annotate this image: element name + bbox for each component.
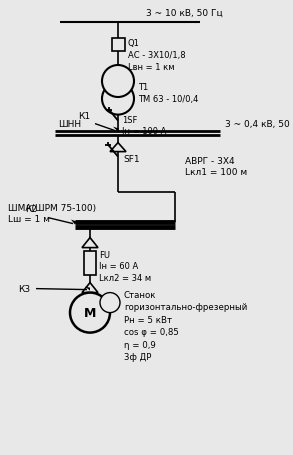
Text: К3: К3 [18, 284, 30, 293]
Text: М: М [84, 307, 96, 320]
Polygon shape [82, 283, 98, 293]
Text: 23: 23 [104, 299, 116, 308]
Bar [84, 251, 96, 275]
Polygon shape [71, 220, 77, 225]
Polygon shape [110, 142, 126, 152]
Bar [112, 38, 125, 51]
Polygon shape [113, 126, 119, 131]
Text: ШНН: ШНН [58, 120, 81, 129]
Text: К1: К1 [78, 111, 90, 121]
Text: FU
Iн = 60 А
Lкл2 = 34 м: FU Iн = 60 А Lкл2 = 34 м [99, 251, 151, 283]
Text: Станок
горизонтально-фрезерный
Рн = 5 кВт
cos φ = 0,85
η = 0,9
3ф ДР: Станок горизонтально-фрезерный Рн = 5 кВ… [124, 291, 247, 362]
Text: К2: К2 [25, 205, 37, 213]
Polygon shape [82, 238, 98, 248]
Text: T1
ТМ 63 - 10/0,4: T1 ТМ 63 - 10/0,4 [138, 83, 198, 104]
Text: SF1: SF1 [123, 155, 140, 164]
Circle shape [100, 293, 120, 313]
Text: Q1
АС - 3Х10/1,8
Lвн = 1 км: Q1 АС - 3Х10/1,8 Lвн = 1 км [127, 39, 185, 71]
Text: 3 ~ 10 кВ, 50 Гц: 3 ~ 10 кВ, 50 Гц [146, 9, 223, 18]
Polygon shape [85, 287, 90, 291]
Text: 3 ~ 0,4 кВ, 50 Гц: 3 ~ 0,4 кВ, 50 Гц [225, 120, 293, 129]
Text: 1SF
Iн = 100 А: 1SF Iн = 100 А [122, 116, 166, 136]
Circle shape [102, 83, 134, 115]
Circle shape [102, 65, 134, 97]
Circle shape [70, 293, 110, 333]
Text: ШМА(ШРМ 75-100)
Lш = 1 м: ШМА(ШРМ 75-100) Lш = 1 м [8, 203, 96, 224]
Text: АВРГ - 3Х4
Lкл1 = 100 м: АВРГ - 3Х4 Lкл1 = 100 м [185, 157, 247, 177]
